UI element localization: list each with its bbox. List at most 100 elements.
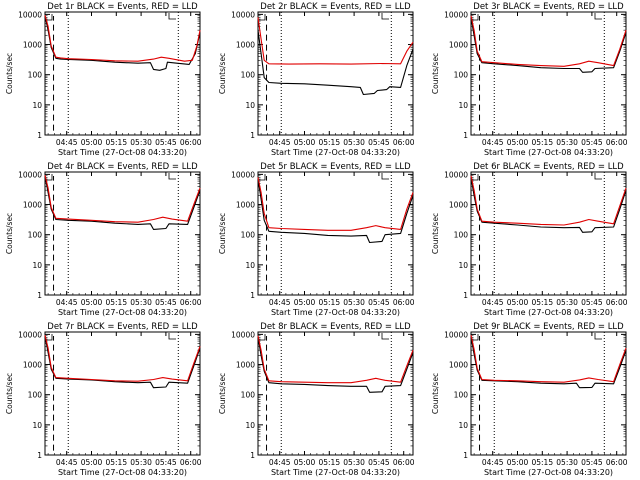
panel-title: Det 5r BLACK = Events, RED = LLD — [260, 162, 411, 172]
x-tick-label: 04:45 — [269, 458, 291, 467]
x-axis-label: Start Time (27-Oct-08 04:33:20) — [271, 308, 400, 317]
y-tick-label: 10 — [458, 101, 468, 110]
start-marker — [472, 14, 479, 21]
x-tick-label: 06:00 — [606, 458, 628, 467]
x-tick-label: 05:00 — [507, 458, 529, 467]
y-tick-label: 1000 — [236, 41, 255, 50]
y-tick-label: 1 — [250, 291, 255, 300]
x-tick-label: 05:00 — [507, 138, 529, 147]
series-line-events — [470, 17, 627, 73]
y-tick-label: 1000 — [23, 201, 42, 210]
x-tick-label: 06:00 — [606, 298, 628, 307]
x-tick-label: 05:45 — [581, 458, 603, 467]
x-tick-label: 04:45 — [482, 458, 504, 467]
panel-1: Det 1r BLACK = Events, RED = LLD 1 10 100 10… — [5, 2, 202, 157]
series-line-lld — [44, 14, 201, 62]
x-tick-label: 05:15 — [105, 458, 127, 467]
x-tick-label: 05:30 — [343, 458, 365, 467]
y-tick-label: 10 — [32, 101, 42, 110]
panel-title: Det 6r BLACK = Events, RED = LLD — [473, 162, 624, 172]
y-tick-label: 1000 — [23, 41, 42, 50]
x-tick-label: 05:00 — [81, 298, 103, 307]
x-tick-label: 04:45 — [482, 138, 504, 147]
end-marker — [381, 13, 389, 20]
panel-2: Det 2r BLACK = Events, RED = LLD 1 10 100 10… — [218, 2, 415, 157]
end-marker — [594, 333, 602, 340]
panel-title: Det 1r BLACK = Events, RED = LLD — [47, 2, 198, 12]
start-marker — [259, 14, 266, 21]
x-tick-label: 05:15 — [105, 298, 127, 307]
y-tick-label: 10000 — [231, 170, 255, 179]
x-tick-label: 04:45 — [56, 298, 78, 307]
start-marker — [472, 174, 479, 181]
y-tick-label: 1 — [37, 451, 42, 460]
start-marker — [259, 334, 266, 341]
panel-9: Det 9r BLACK = Events, RED = LLD 1 10 100 10… — [431, 322, 628, 477]
y-tick-label: 1000 — [236, 361, 255, 370]
start-marker — [46, 174, 53, 181]
x-tick-label: 06:00 — [393, 298, 415, 307]
y-tick-label: 10 — [245, 261, 255, 270]
start-marker — [259, 174, 266, 181]
panel-7: Det 7r BLACK = Events, RED = LLD 1 10 100 10… — [5, 322, 202, 477]
x-tick-label: 05:15 — [318, 138, 340, 147]
x-axis-label: Start Time (27-Oct-08 04:33:20) — [271, 468, 400, 477]
y-tick-label: 100 — [454, 391, 469, 400]
x-tick-label: 05:30 — [130, 298, 152, 307]
start-marker — [46, 334, 53, 341]
y-tick-label: 1000 — [236, 201, 255, 210]
x-tick-label: 06:00 — [393, 458, 415, 467]
y-tick-label: 1 — [463, 291, 468, 300]
x-tick-label: 05:30 — [343, 298, 365, 307]
series-line-lld — [257, 17, 414, 65]
x-tick-label: 05:00 — [507, 298, 529, 307]
end-marker — [381, 333, 389, 340]
end-marker — [168, 173, 176, 180]
end-marker — [594, 13, 602, 20]
x-tick-label: 05:30 — [556, 298, 578, 307]
y-tick-label: 1 — [463, 451, 468, 460]
y-tick-label: 10000 — [444, 330, 468, 339]
series-line-events — [257, 337, 414, 393]
y-tick-label: 1 — [463, 131, 468, 140]
series-line-lld — [44, 334, 201, 382]
y-tick-label: 1 — [250, 451, 255, 460]
y-axis-label: Counts/sec — [431, 373, 440, 414]
x-tick-label: 05:30 — [556, 458, 578, 467]
x-tick-label: 05:30 — [130, 138, 152, 147]
y-axis-label: Counts/sec — [218, 213, 227, 254]
end-marker — [168, 13, 176, 20]
x-tick-label: 05:15 — [531, 298, 553, 307]
x-tick-label: 05:15 — [318, 298, 340, 307]
y-tick-label: 10 — [32, 421, 42, 430]
x-tick-label: 05:30 — [556, 138, 578, 147]
x-tick-label: 05:15 — [531, 138, 553, 147]
x-tick-label: 05:45 — [155, 138, 177, 147]
x-tick-label: 06:00 — [180, 458, 202, 467]
panel-title: Det 8r BLACK = Events, RED = LLD — [260, 322, 411, 332]
end-marker — [168, 333, 176, 340]
y-tick-label: 100 — [28, 71, 43, 80]
x-tick-label: 05:30 — [130, 458, 152, 467]
x-tick-label: 06:00 — [180, 298, 202, 307]
panel-6: Det 6r BLACK = Events, RED = LLD 1 10 100 10… — [431, 162, 628, 317]
series-line-events — [44, 15, 201, 71]
x-axis-label: Start Time (27-Oct-08 04:33:20) — [484, 308, 613, 317]
x-axis-label: Start Time (27-Oct-08 04:33:20) — [58, 468, 187, 477]
y-axis-label: Counts/sec — [218, 373, 227, 414]
y-axis-label: Counts/sec — [431, 53, 440, 94]
x-tick-label: 04:45 — [269, 138, 291, 147]
series-line-lld — [44, 174, 201, 223]
end-marker — [594, 173, 602, 180]
y-axis-label: Counts/sec — [431, 213, 440, 254]
y-tick-label: 10 — [245, 421, 255, 430]
series-line-lld — [257, 177, 414, 231]
y-tick-label: 10000 — [231, 10, 255, 19]
end-marker — [381, 173, 389, 180]
y-tick-label: 10 — [32, 261, 42, 270]
series-line-events — [44, 175, 201, 230]
y-tick-label: 100 — [241, 71, 256, 80]
x-tick-label: 05:45 — [155, 298, 177, 307]
y-tick-label: 100 — [454, 231, 469, 240]
